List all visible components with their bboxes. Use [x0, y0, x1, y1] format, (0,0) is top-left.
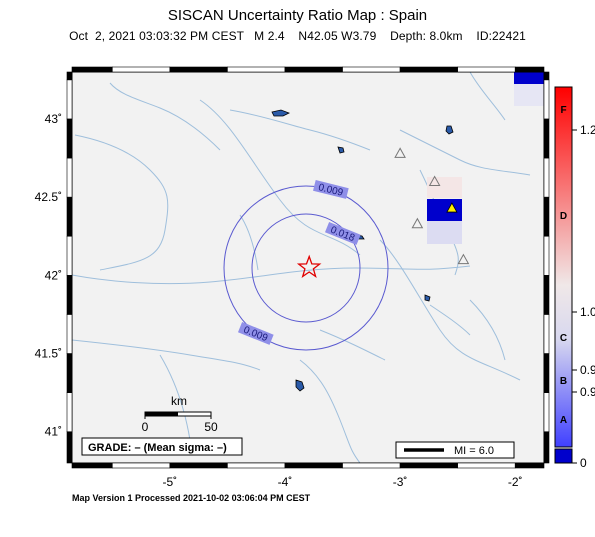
- scale-bar: km 0 50: [142, 394, 218, 434]
- frame-segment: [457, 462, 516, 469]
- frame-segment: [66, 235, 73, 276]
- frame-segment: [543, 431, 550, 464]
- ratio-cell: [427, 177, 462, 198]
- stations: [394, 147, 470, 265]
- colorbar-base: [554, 448, 573, 464]
- colorbar-scale: [554, 86, 573, 448]
- mi-legend-text: MI = 6.0: [454, 445, 494, 457]
- frame-segment: [111, 66, 171, 73]
- frame-segment: [66, 353, 73, 393]
- longitude-tick-label: -2˚: [508, 475, 523, 489]
- frame-segment: [227, 462, 286, 469]
- frame-segment: [111, 462, 171, 469]
- station-marker-active: [446, 202, 458, 213]
- frame-segment: [514, 462, 545, 469]
- frame-segment: [284, 462, 343, 469]
- station-marker: [428, 175, 441, 186]
- colorbar-tick-label: 1.0: [580, 305, 595, 319]
- frame-segment: [66, 275, 73, 315]
- frame-segment: [543, 79, 550, 120]
- colorbar-grade-letter: D: [560, 211, 567, 222]
- colorbar-tick-label: 0.9: [580, 363, 595, 377]
- frame-segment: [66, 196, 73, 237]
- latitude-labels: 43˚ 42.5˚ 42˚ 41.5˚ 41˚: [35, 112, 62, 439]
- ratio-cell: [514, 72, 544, 84]
- colorbar: 1.2 1.0 0.9 0.9 0 F D C B A: [554, 86, 595, 470]
- ratio-cell: [427, 199, 462, 221]
- frame-segment: [169, 462, 228, 469]
- grade-box: GRADE: – (Mean sigma: –): [81, 437, 243, 456]
- frame-segment: [543, 118, 550, 159]
- frame-segment: [514, 66, 545, 73]
- frame-segment: [66, 431, 73, 464]
- frame-segment: [284, 66, 343, 73]
- frame-segment: [66, 314, 73, 354]
- frame-segment: [66, 71, 73, 81]
- latitude-tick-label: 41.5˚: [35, 347, 62, 361]
- colorbar-grade-letter: C: [560, 333, 567, 344]
- frame-segment: [399, 462, 458, 469]
- frame-segment: [543, 314, 550, 354]
- frame-segment: [66, 118, 73, 159]
- frame-segment: [342, 66, 401, 73]
- map-title: SISCAN Uncertainty Ratio Map : Spain: [167, 7, 428, 24]
- colorbar-tick-label: 1.2: [580, 123, 595, 137]
- colorbar-grade-letter: B: [560, 376, 567, 387]
- station-marker: [457, 253, 470, 265]
- station-marker: [411, 217, 424, 229]
- scale-bar-label: 50: [204, 420, 218, 434]
- epicenter-marker: [296, 254, 322, 278]
- colorbar-grade-letter: A: [560, 415, 567, 426]
- colorbar-grades: F D C B A: [560, 105, 567, 426]
- latitude-tick-label: 42˚: [45, 268, 62, 282]
- event-details: Oct 2, 2021 03:03:32 PM CEST M 2.4 N42.0…: [69, 29, 526, 43]
- contours: [223, 185, 389, 351]
- frame-segment: [227, 66, 286, 73]
- ratio-cell: [427, 221, 462, 244]
- frame-segment: [543, 71, 550, 81]
- latitude-tick-label: 43˚: [45, 112, 62, 126]
- frame-segment: [342, 462, 401, 469]
- processing-footer: Map Version 1 Processed 2021-10-02 03:06…: [72, 493, 311, 503]
- colorbar-tick-label: 0.9: [580, 385, 595, 399]
- frame-segment: [543, 392, 550, 433]
- map-frame-ticks: [66, 66, 550, 469]
- frame-segment: [457, 66, 516, 73]
- scale-bar-title: km: [171, 394, 187, 408]
- frame-segment: [169, 66, 228, 73]
- rivers: [72, 72, 531, 463]
- epicenter-star: [296, 254, 322, 278]
- frame-segment: [543, 196, 550, 237]
- grade-text: GRADE: – (Mean sigma: –): [88, 442, 227, 454]
- frame-segment: [66, 157, 73, 198]
- frame-segment: [66, 392, 73, 433]
- frame-segment: [543, 157, 550, 198]
- frame-segment: [71, 462, 113, 469]
- scale-bar-label: 0: [142, 420, 149, 434]
- frame-segment: [543, 275, 550, 315]
- latitude-tick-label: 41˚: [45, 425, 62, 439]
- latitude-tick-label: 42.5˚: [35, 190, 62, 204]
- colorbar-tick-label: 0: [580, 456, 587, 470]
- longitude-tick-label: -5˚: [163, 475, 178, 489]
- longitude-tick-label: -3˚: [393, 475, 408, 489]
- frame-segment: [399, 66, 458, 73]
- frame-segment: [71, 66, 113, 73]
- map-area: [72, 72, 544, 463]
- longitude-tick-label: -4˚: [278, 475, 293, 489]
- frame-segment: [543, 235, 550, 276]
- station-marker: [394, 147, 406, 158]
- longitude-labels: -5˚ -4˚ -3˚ -2˚: [163, 475, 523, 489]
- colorbar-grade-letter: F: [560, 105, 566, 116]
- mi-legend: MI = 6.0: [395, 441, 515, 459]
- frame-segment: [543, 353, 550, 393]
- ratio-cell: [514, 84, 544, 106]
- colorbar-ticks: 1.2 1.0 0.9 0.9 0: [572, 123, 595, 470]
- frame-segment: [66, 79, 73, 120]
